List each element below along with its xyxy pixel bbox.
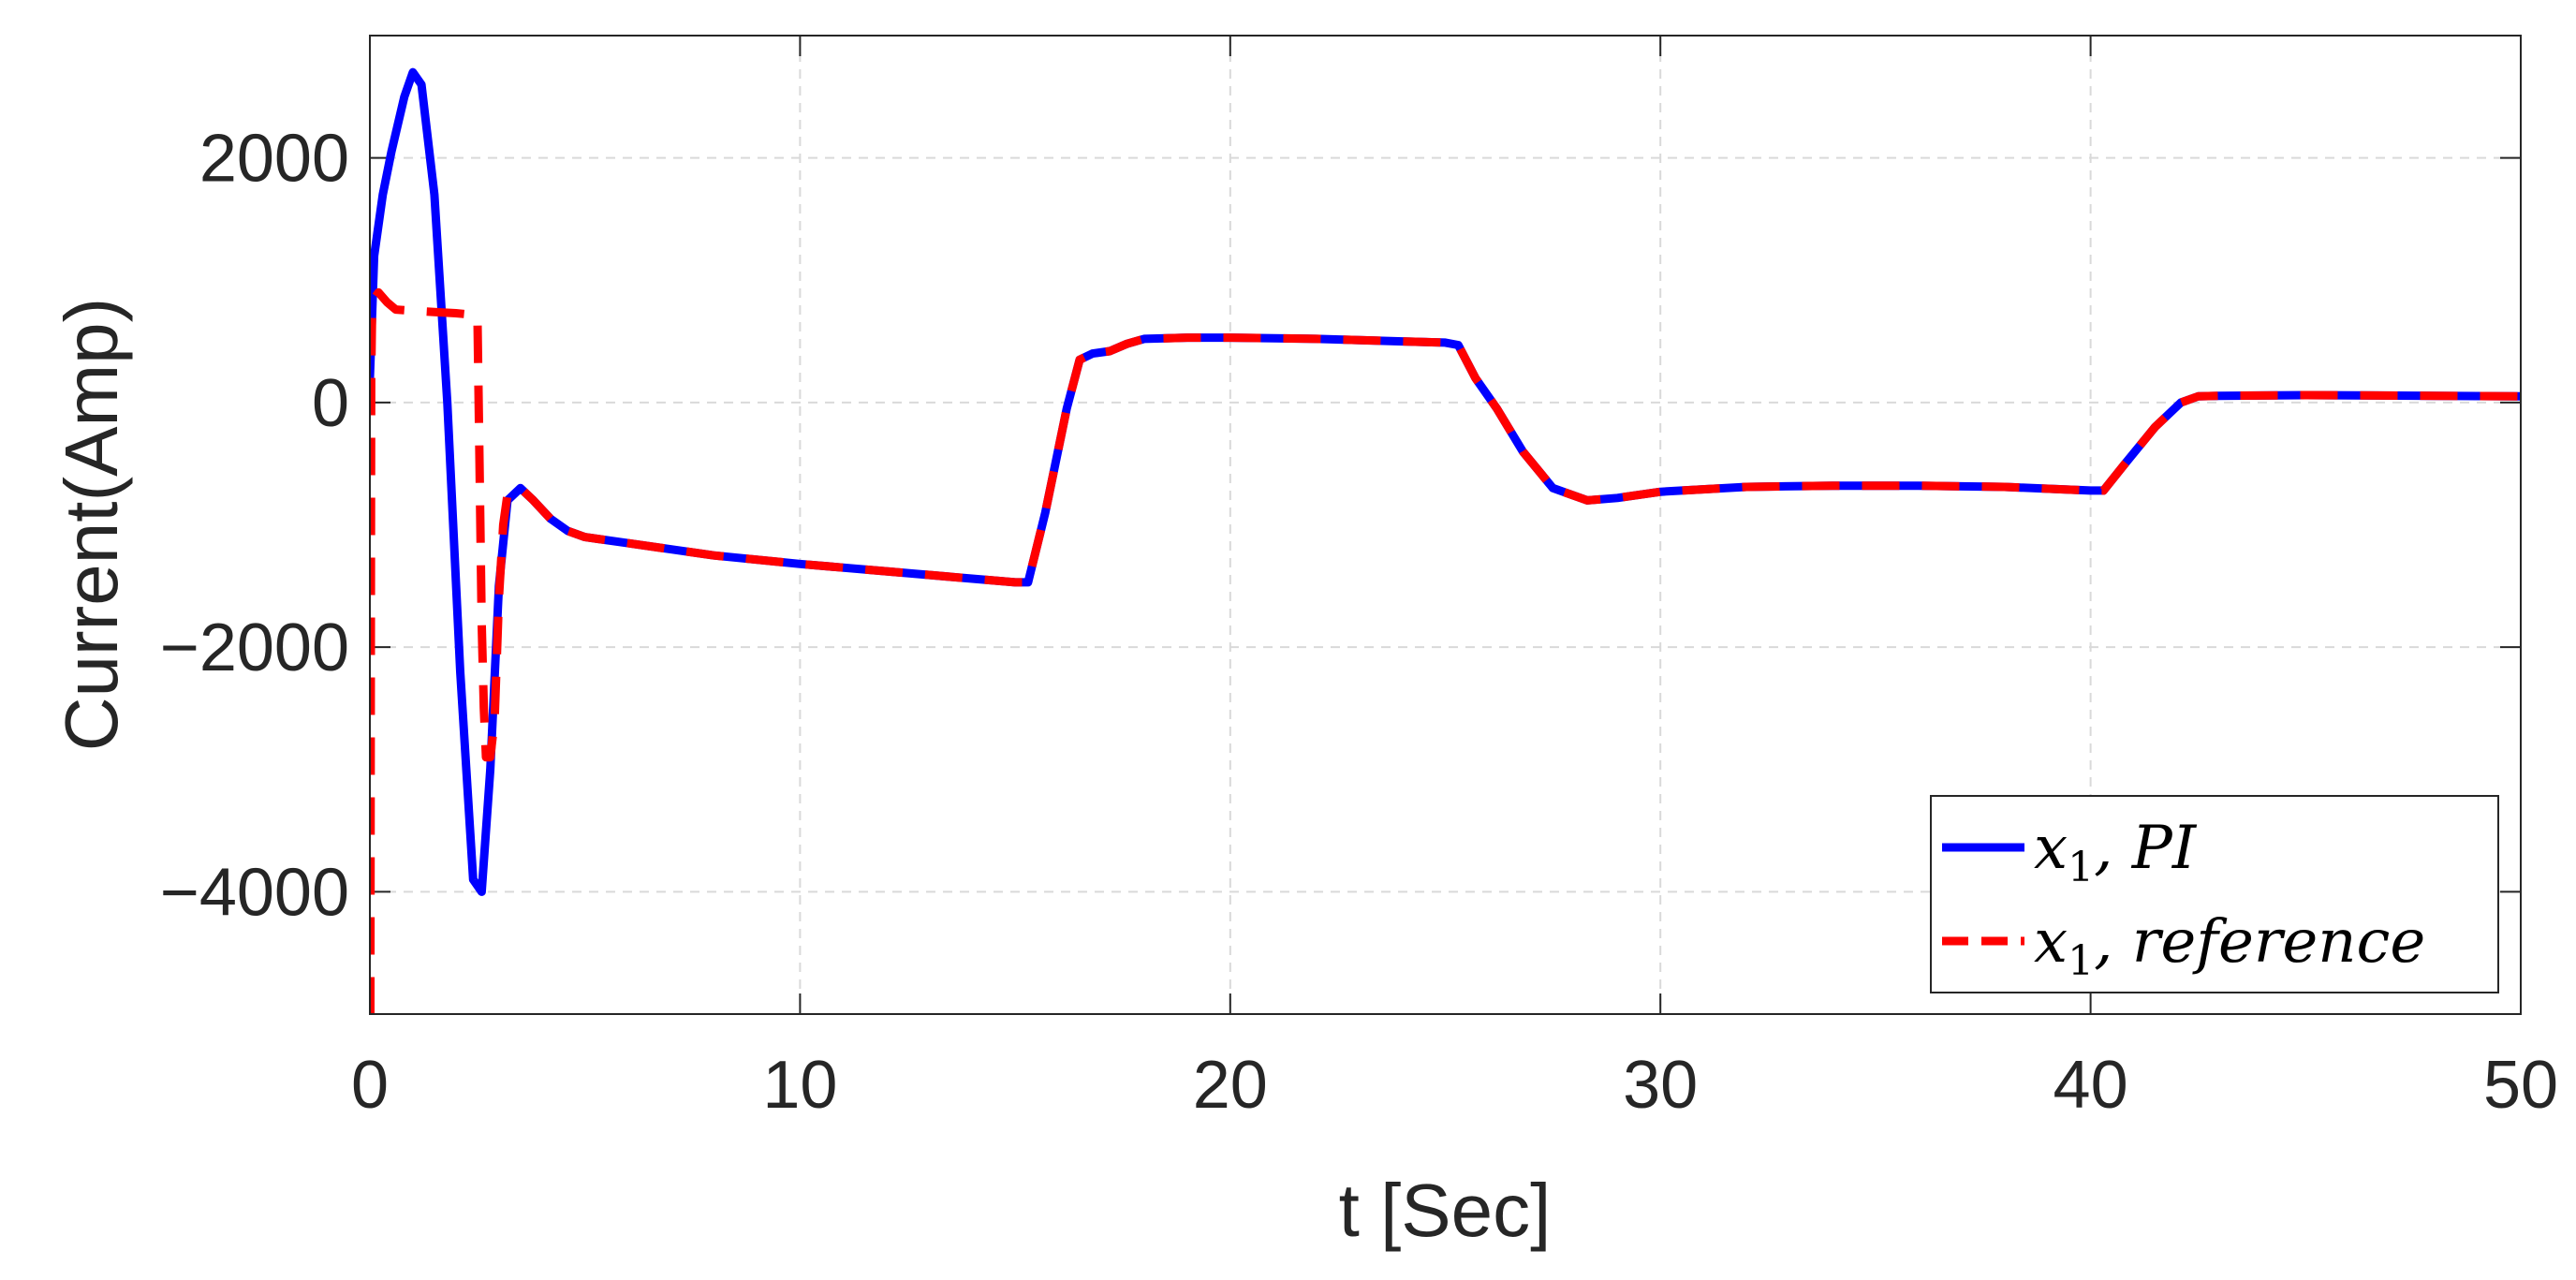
y-tick-label: −4000: [160, 855, 349, 930]
x-tick-label: 10: [762, 1048, 837, 1123]
legend-box: [1930, 795, 2499, 993]
x-tick-label: 30: [1623, 1048, 1698, 1123]
x-tick-label: 20: [1193, 1048, 1268, 1123]
x-tick-label: 40: [2053, 1048, 2128, 1123]
y-tick-labels: −4000 −2000 0 2000: [160, 122, 349, 931]
plot-frame: [369, 35, 2522, 1015]
x-tick-label: 50: [2483, 1048, 2558, 1123]
x-axis-title: t [Sec]: [1339, 1169, 1552, 1252]
legend-label-reference: x1, reference: [2034, 907, 2425, 985]
legend: x1, PI x1, reference: [1930, 795, 2499, 993]
x-tick-labels: 0 10 20 30 40 50: [351, 1048, 2558, 1123]
y-axis-title: Current(Amp): [50, 298, 133, 752]
y-tick-label: 0: [312, 366, 349, 441]
series-line-reference: [370, 287, 2521, 1014]
legend-label-pi: x1, PI: [2034, 814, 2198, 891]
x-tick-label: 0: [351, 1048, 389, 1123]
series-layer: [370, 67, 2521, 1014]
y-tick-label: 2000: [199, 122, 349, 197]
y-tick-label: −2000: [160, 611, 349, 685]
